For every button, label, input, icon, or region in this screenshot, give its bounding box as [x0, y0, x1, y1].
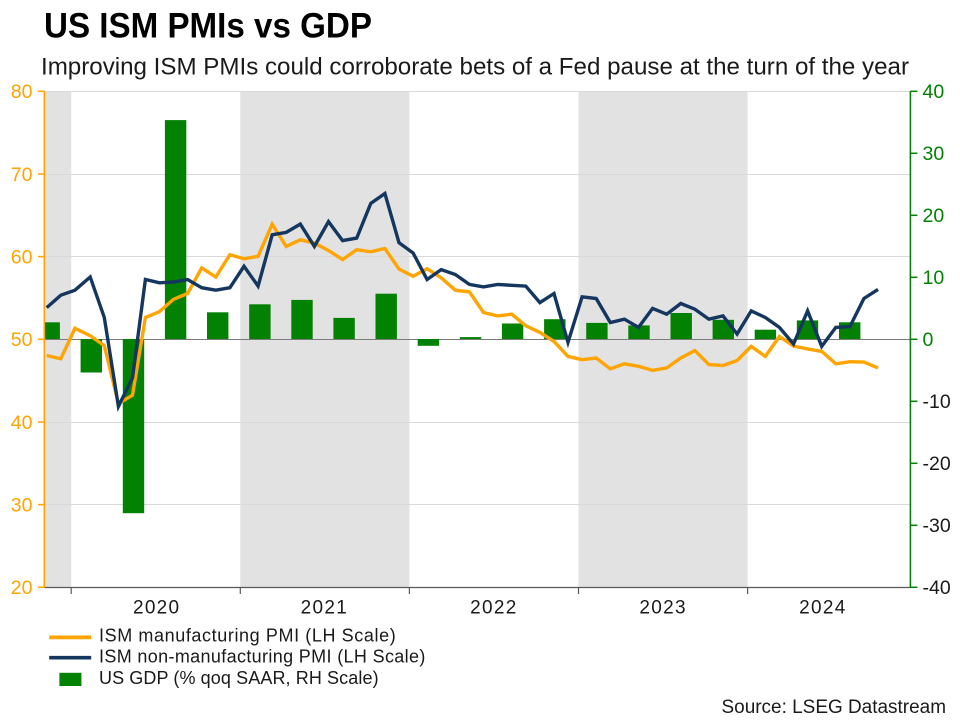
svg-text:2024: 2024 — [799, 598, 846, 619]
svg-text:40: 40 — [923, 81, 945, 103]
svg-text:Source: LSEG Datastream: Source: LSEG Datastream — [722, 697, 947, 718]
svg-text:Improving ISM PMIs could corro: Improving ISM PMIs could corroborate bet… — [41, 54, 909, 81]
svg-text:30: 30 — [923, 143, 945, 165]
svg-text:70: 70 — [11, 164, 33, 186]
svg-text:50: 50 — [11, 329, 33, 351]
svg-text:ISM manufacturing PMI (LH Scal: ISM manufacturing PMI (LH Scale) — [99, 626, 396, 646]
svg-text:2023: 2023 — [639, 598, 686, 619]
svg-text:2020: 2020 — [133, 598, 180, 619]
svg-text:0: 0 — [923, 329, 934, 351]
svg-text:10: 10 — [923, 267, 945, 289]
svg-text:US ISM PMIs vs GDP: US ISM PMIs vs GDP — [44, 6, 372, 46]
svg-text:-20: -20 — [923, 453, 951, 475]
svg-text:ISM non-manufacturing PMI (LH: ISM non-manufacturing PMI (LH Scale) — [99, 647, 426, 667]
svg-text:2021: 2021 — [301, 598, 348, 619]
svg-text:2022: 2022 — [470, 598, 517, 619]
svg-text:60: 60 — [11, 247, 33, 269]
svg-text:80: 80 — [11, 81, 33, 103]
svg-text:-10: -10 — [923, 391, 951, 413]
svg-text:-40: -40 — [923, 577, 951, 599]
svg-text:30: 30 — [11, 495, 33, 517]
svg-text:-30: -30 — [923, 515, 951, 537]
svg-text:40: 40 — [11, 412, 33, 434]
svg-text:US GDP (% qoq SAAR, RH Scale): US GDP (% qoq SAAR, RH Scale) — [99, 668, 379, 688]
svg-text:20: 20 — [11, 577, 33, 599]
svg-text:20: 20 — [923, 205, 945, 227]
